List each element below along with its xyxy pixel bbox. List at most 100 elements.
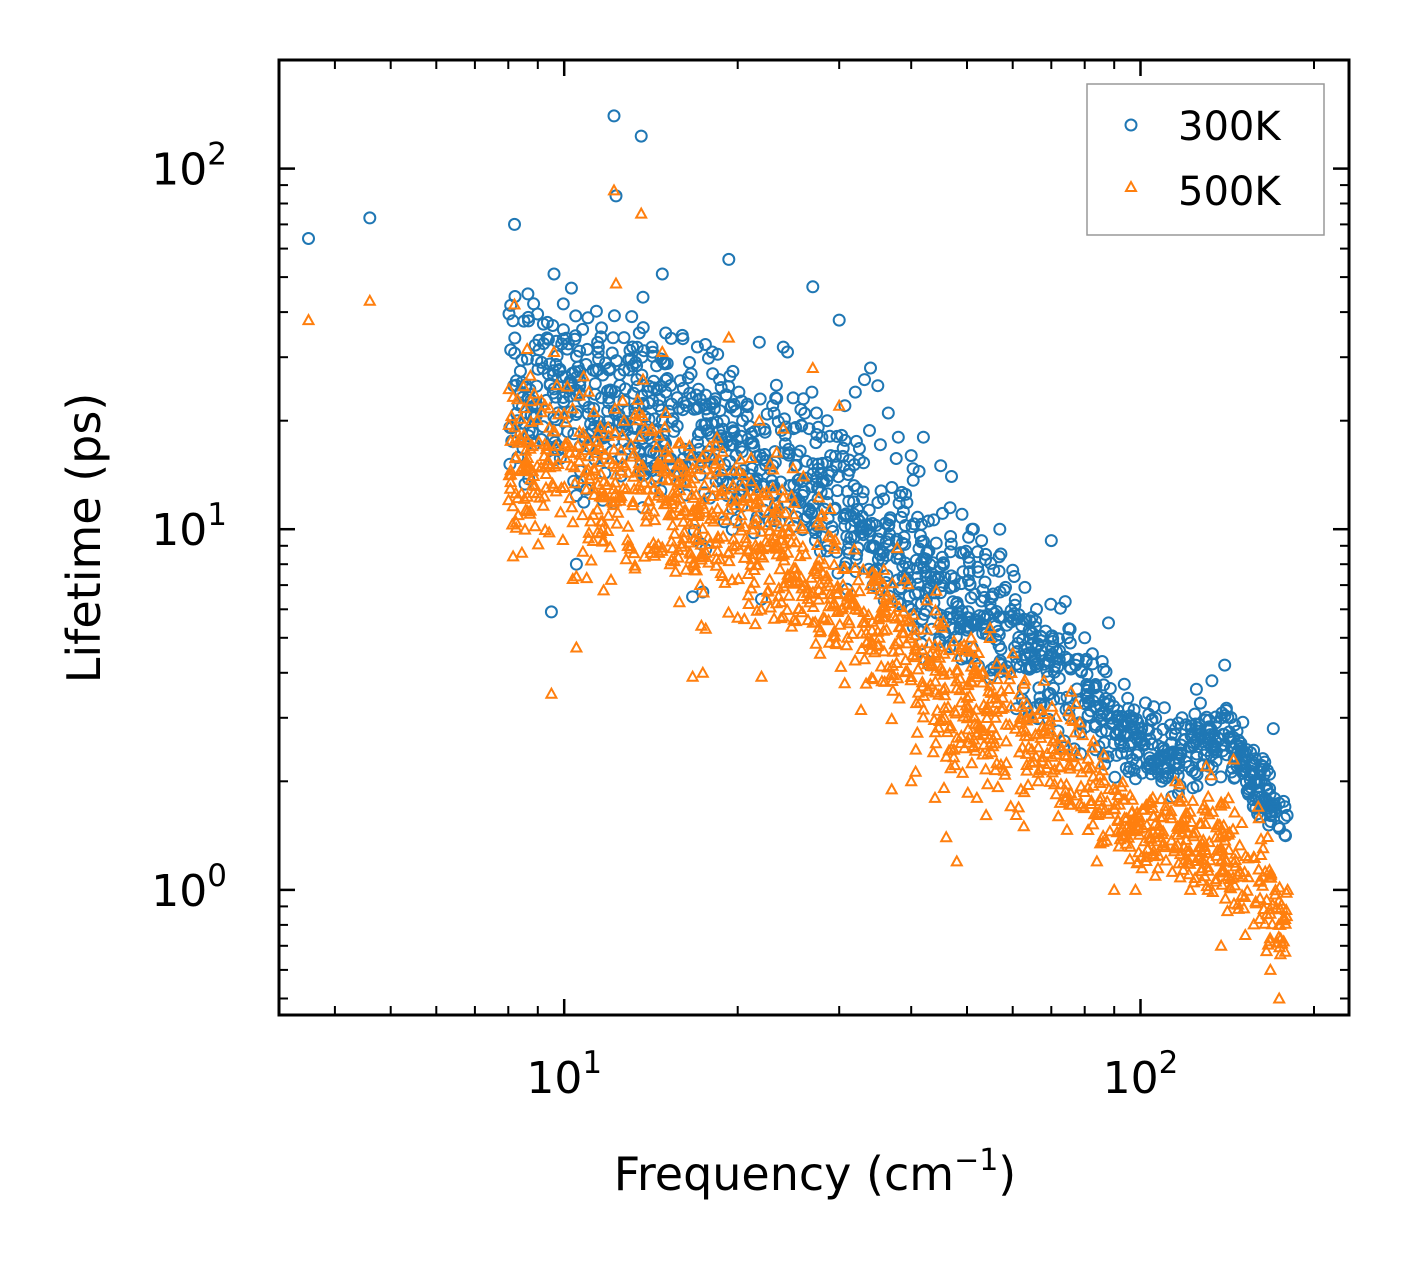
data-point-300k <box>1158 749 1172 763</box>
data-point-500k <box>990 672 1004 685</box>
data-point-500k <box>614 443 628 456</box>
data-point-500k <box>1004 799 1018 812</box>
data-point-500k <box>1012 687 1027 700</box>
data-point-500k <box>1037 673 1051 686</box>
data-point-300k <box>564 281 578 295</box>
data-point-500k <box>662 449 676 462</box>
data-point-500k <box>527 386 541 399</box>
data-point-300k <box>1152 750 1166 764</box>
data-point-500k <box>1228 805 1242 818</box>
data-point-500k <box>886 683 900 696</box>
data-point-300k <box>1172 756 1186 770</box>
data-point-500k <box>928 603 943 616</box>
data-point-500k <box>636 372 650 385</box>
data-point-500k <box>768 513 782 526</box>
data-point-500k <box>1263 934 1277 947</box>
data-point-300k <box>702 351 715 365</box>
data-point-500k <box>1258 864 1272 877</box>
data-point-500k <box>1217 818 1231 831</box>
data-point-500k <box>947 634 961 647</box>
data-point-500k <box>604 572 618 585</box>
data-point-500k <box>801 613 815 626</box>
data-point-500k <box>703 439 717 452</box>
data-point-500k <box>1017 785 1031 798</box>
data-point-500k <box>991 780 1005 793</box>
data-point-500k <box>1264 870 1278 883</box>
data-point-300k <box>570 370 584 384</box>
data-point-500k <box>890 541 904 554</box>
data-point-500k <box>808 615 822 628</box>
data-point-500k <box>821 613 836 626</box>
data-point-300k <box>1099 665 1113 679</box>
data-point-500k <box>696 450 710 463</box>
data-point-500k <box>911 685 926 698</box>
data-point-500k <box>986 739 1000 752</box>
legend-marker-300k <box>1124 118 1138 132</box>
data-point-300k <box>1008 593 1022 607</box>
data-point-500k <box>725 573 739 586</box>
data-point-500k <box>1201 882 1215 895</box>
data-point-500k <box>693 456 707 469</box>
data-point-500k <box>997 763 1011 776</box>
data-point-500k <box>744 581 758 594</box>
data-point-500k <box>701 530 715 543</box>
data-point-500k <box>697 478 712 491</box>
data-point-300k <box>1062 622 1076 636</box>
data-point-500k <box>699 621 713 634</box>
data-point-500k <box>947 704 962 717</box>
data-point-500k <box>1182 867 1196 880</box>
data-point-500k <box>722 545 736 558</box>
data-point-300k <box>961 605 975 619</box>
data-point-500k <box>953 671 967 684</box>
data-point-300k <box>1130 748 1144 762</box>
data-point-300k <box>1032 681 1046 695</box>
data-point-500k <box>520 432 534 445</box>
data-point-500k <box>572 388 587 401</box>
data-point-500k <box>960 705 974 718</box>
data-point-300k <box>1186 730 1200 744</box>
data-point-500k <box>772 501 786 514</box>
data-point-300k <box>1188 707 1202 721</box>
data-point-300k <box>1097 678 1111 692</box>
data-point-500k <box>715 444 730 457</box>
data-point-500k <box>877 610 891 623</box>
data-point-300k <box>745 426 758 440</box>
data-point-500k <box>960 678 975 691</box>
data-point-500k <box>851 573 865 586</box>
data-point-300k <box>363 211 377 225</box>
data-point-300k <box>541 367 555 381</box>
data-point-500k <box>635 408 650 421</box>
data-point-300k <box>781 345 794 359</box>
data-point-500k <box>1186 826 1200 839</box>
data-point-300k <box>708 392 722 406</box>
data-point-500k <box>610 516 624 529</box>
data-point-300k <box>955 507 969 521</box>
data-point-300k <box>1103 682 1117 695</box>
data-point-300k <box>1115 746 1128 760</box>
y-tick-label: 102 <box>151 137 227 196</box>
data-point-300k <box>828 449 842 463</box>
data-point-500k <box>976 727 991 740</box>
data-point-300k <box>630 380 644 394</box>
data-point-500k <box>521 450 535 463</box>
data-point-500k <box>1183 882 1197 895</box>
data-point-500k <box>569 569 584 582</box>
data-point-500k <box>822 599 836 612</box>
data-point-500k <box>731 610 745 623</box>
data-point-500k <box>523 503 538 516</box>
data-point-500k <box>714 566 728 579</box>
data-point-300k <box>758 425 772 439</box>
data-point-500k <box>827 557 841 570</box>
data-point-500k <box>776 421 790 434</box>
data-point-500k <box>983 678 997 691</box>
data-point-500k <box>839 638 854 651</box>
data-point-500k <box>582 384 596 397</box>
data-point-500k <box>898 665 913 678</box>
data-point-500k <box>1173 870 1187 883</box>
data-point-500k <box>689 487 703 500</box>
data-point-500k <box>619 482 634 495</box>
data-point-500k <box>523 506 537 519</box>
data-point-300k <box>659 385 673 399</box>
data-point-500k <box>1021 777 1035 790</box>
